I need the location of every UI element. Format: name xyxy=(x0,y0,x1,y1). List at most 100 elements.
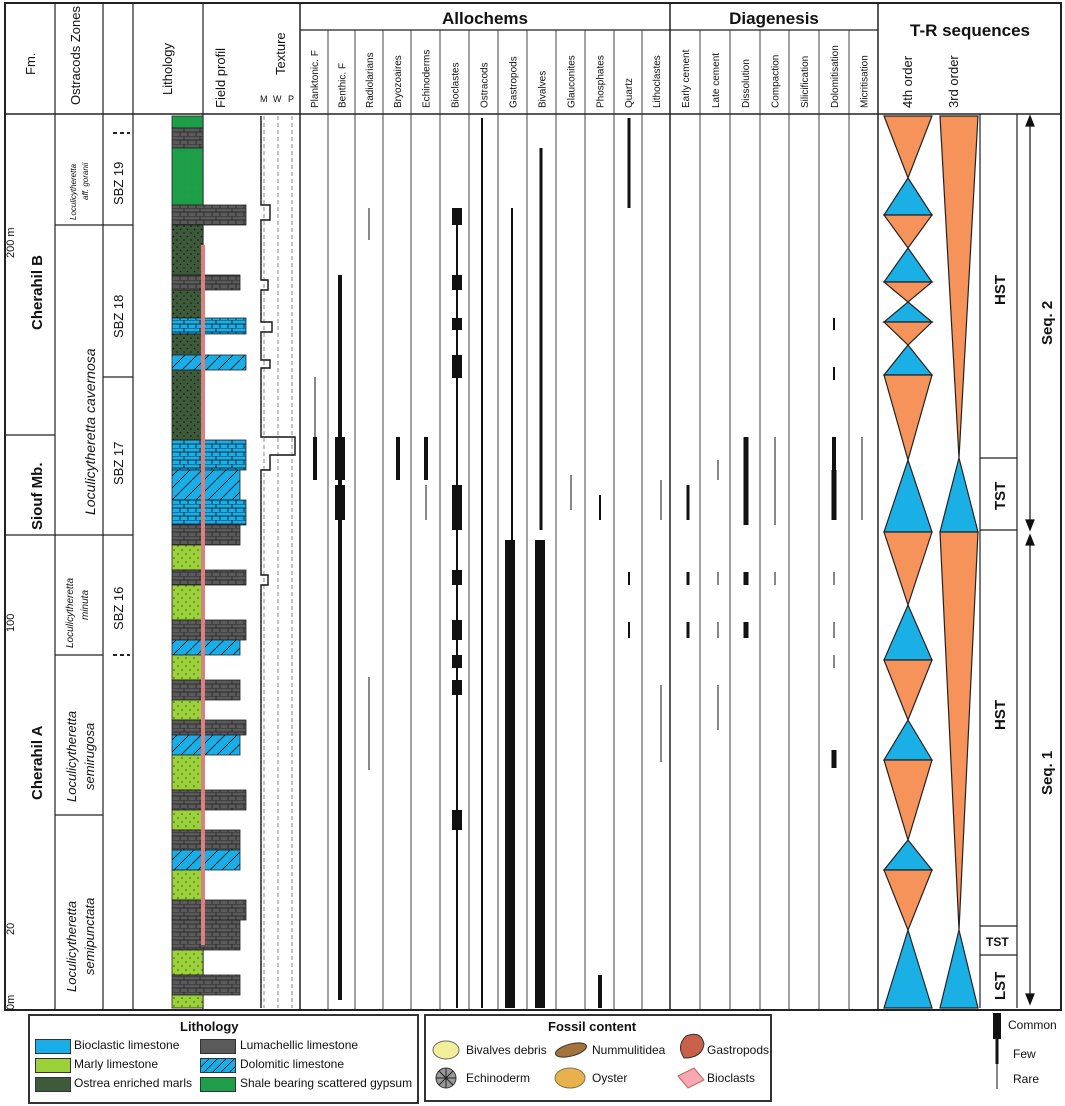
transgressive-triangle xyxy=(882,344,934,376)
lithology-bed xyxy=(171,679,241,701)
formation-siouf: Siouf Mb. xyxy=(29,463,46,531)
lithology-bed xyxy=(171,224,204,276)
depth-label-0: 0m xyxy=(5,995,17,1010)
occurrence-bar xyxy=(686,485,690,520)
occurrence-bar xyxy=(833,367,835,380)
lithology-bed xyxy=(171,899,247,921)
regressive-triangle xyxy=(939,115,979,459)
occurrence-bar xyxy=(774,572,776,585)
lithology-bed xyxy=(171,919,241,951)
legend-lumachellic: Lumachellic limestone xyxy=(240,1038,359,1052)
texture-m: M xyxy=(260,94,268,104)
abundance-rare: Rare xyxy=(1013,1072,1039,1086)
bioclasts-icon xyxy=(677,1067,705,1089)
occurrence-bar xyxy=(831,750,837,768)
occurrence-bar xyxy=(570,475,572,510)
regressive-triangle xyxy=(883,759,933,843)
lithology-legend: Lithology Bioclastic limestone Lumachell… xyxy=(28,1014,419,1104)
lithology-bed xyxy=(171,569,247,586)
transgressive-triangle xyxy=(882,301,934,323)
header-texture: Texture xyxy=(273,32,288,75)
allochem-header: Ostracods xyxy=(480,62,491,108)
legend-marly: Marly limestone xyxy=(74,1057,159,1071)
occurrence-bar xyxy=(660,685,662,762)
lithology-bed xyxy=(171,734,241,756)
header-3rd-order: 3rd order xyxy=(946,55,961,108)
species-goranii-genus: Loculicytheretta xyxy=(69,163,78,220)
occurrence-bar xyxy=(456,225,458,1008)
tract-hst-upper: HST xyxy=(992,275,1009,305)
lithology-bed xyxy=(171,654,204,681)
swatch-ostrea-marls xyxy=(35,1077,71,1092)
lithology-bed xyxy=(171,274,241,291)
occurrence-bar xyxy=(396,437,400,480)
tract-tst-upper: TST xyxy=(992,482,1009,510)
lithology-bed xyxy=(171,949,204,976)
header-zones: Ostracods Zones xyxy=(68,6,83,105)
diagenesis-header: Silicification xyxy=(800,56,811,108)
texture-p: P xyxy=(288,94,294,104)
occurrence-bar xyxy=(717,685,719,730)
swatch-bioclastic xyxy=(35,1039,71,1054)
transgressive-triangle xyxy=(883,603,933,661)
lithology-bed xyxy=(171,333,204,356)
lithology-bed xyxy=(171,469,241,501)
occurrence-bar xyxy=(599,495,601,520)
diagenesis-header: Micritisation xyxy=(860,55,871,108)
tract-lst: LST xyxy=(992,972,1009,1000)
species-semipunctata-name: semipunctata xyxy=(82,898,97,975)
bivalve-debris-icon xyxy=(432,1040,460,1060)
lithology-bed xyxy=(171,619,247,641)
transgressive-triangle xyxy=(939,929,979,1009)
diagenesis-header: Early cement xyxy=(681,49,692,108)
lithology-bed xyxy=(171,809,204,831)
lithology-bed xyxy=(171,849,241,871)
lithology-bed xyxy=(171,754,204,791)
legend-bivalves-debris: Bivalves debris xyxy=(466,1043,547,1057)
lithology-bed xyxy=(171,789,247,811)
species-goranii-name: aff. goranii xyxy=(81,162,90,200)
species-cavernosa: Loculicytheretta cavernosa xyxy=(82,348,98,515)
lithology-bed xyxy=(171,994,204,1009)
lithology-legend-title: Lithology xyxy=(180,1019,239,1034)
legend-bioclasts: Bioclasts xyxy=(707,1071,756,1085)
sequence-2: Seq. 2 xyxy=(1039,301,1056,345)
legend-echinoderm: Echinoderm xyxy=(466,1071,531,1085)
regressive-triangle xyxy=(939,531,979,931)
lithology-bed xyxy=(171,317,247,335)
sbz-19: SBZ 19 xyxy=(111,162,126,205)
allochem-header: Radiolarians xyxy=(365,52,376,108)
regressive-triangle xyxy=(883,869,933,932)
sbz-18: SBZ 18 xyxy=(111,295,126,338)
regressive-triangle xyxy=(883,115,933,180)
regressive-triangle xyxy=(883,659,933,722)
lithology-bed xyxy=(171,115,204,129)
lithology-bed xyxy=(171,584,204,621)
occurrence-bar xyxy=(335,485,345,520)
lithology-bed xyxy=(171,369,204,441)
abundance-common: Common xyxy=(1008,1018,1057,1032)
depth-label-200: 200 m xyxy=(5,227,17,258)
occurrence-bar xyxy=(481,118,483,1008)
gastropod-icon xyxy=(680,1033,705,1059)
allochem-header: Glauconites xyxy=(567,55,578,108)
species-minuta-genus: Loculicytheretta xyxy=(65,578,76,648)
transgressive-triangle xyxy=(882,839,934,871)
legend-gastropods: Gastropods xyxy=(707,1043,770,1057)
occurrence-bar xyxy=(743,437,749,525)
regressive-triangle xyxy=(882,321,934,346)
occurrence-bar xyxy=(628,572,630,585)
transgressive-triangle xyxy=(939,457,979,533)
legend-ostrea-marls: Ostrea enriched marls xyxy=(74,1076,193,1090)
lithology-bed xyxy=(171,499,247,526)
sbz-16: SBZ 16 xyxy=(111,587,126,630)
header-4th-order: 4th order xyxy=(900,55,915,108)
regressive-triangle xyxy=(883,374,933,463)
transgressive-triangle xyxy=(882,246,934,283)
diagenesis-header: Dissolution xyxy=(741,59,752,108)
species-semipunctata-genus: Loculicytheretta xyxy=(64,901,79,992)
allochem-header: Benthic. F xyxy=(338,63,349,108)
tract-hst-lower: HST xyxy=(992,700,1009,730)
occurrence-bar xyxy=(368,677,370,770)
